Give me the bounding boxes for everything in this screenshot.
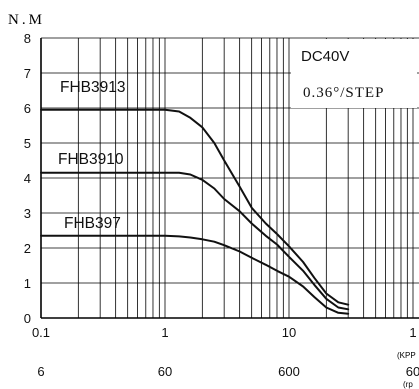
series-line-fhb3913 [40, 108, 350, 306]
x-tick-label-rpm: 60 [158, 364, 172, 379]
y-tick-label: 8 [24, 31, 31, 46]
x-tick-label-kpps: 1 [409, 325, 416, 340]
annotation-box [291, 39, 417, 108]
series-line-fhb3910 [40, 171, 350, 311]
curves [40, 108, 350, 315]
y-axis-title: N.M [8, 12, 45, 28]
x-tick-label-kpps: 0.1 [32, 325, 50, 340]
y-tick-label: 4 [24, 171, 31, 186]
y-tick-label: 3 [24, 206, 31, 221]
y-tick-label: 7 [24, 66, 31, 81]
series-label-fhb3910: FHB3910 [58, 151, 124, 168]
series-label-fhb397: FHB397 [64, 215, 121, 232]
x-tick-label-rpm: 600 [278, 364, 300, 379]
labels: 0 1 2 3 4 5 6 7 8 0.1 1 10 1 6 60 600 60 FHB3913 FHB3910 FH… [24, 31, 419, 379]
series-line-fhb397 [40, 234, 350, 315]
x-tick-label-kpps: 10 [282, 325, 296, 340]
y-tick-label: 2 [24, 241, 31, 256]
step-angle-annotation: 0.36°/STEP [303, 85, 384, 101]
grid [40, 37, 419, 318]
y-tick-label: 1 [24, 276, 31, 291]
x-tick-label-rpm: 60 [406, 364, 419, 379]
voltage-annotation: DC40V [301, 48, 349, 65]
x-tick-label-kpps: 1 [161, 325, 168, 340]
y-tick-label: 0 [24, 311, 31, 326]
x-unit-label-rpm: (rp [403, 380, 413, 389]
series-label-fhb3913: FHB3913 [60, 79, 125, 96]
x-unit-label-kpps: (KPP [397, 351, 416, 360]
y-tick-label: 5 [24, 136, 31, 151]
y-tick-label: 6 [24, 101, 31, 116]
axes [40, 38, 419, 319]
x-tick-label-rpm: 6 [37, 364, 44, 379]
